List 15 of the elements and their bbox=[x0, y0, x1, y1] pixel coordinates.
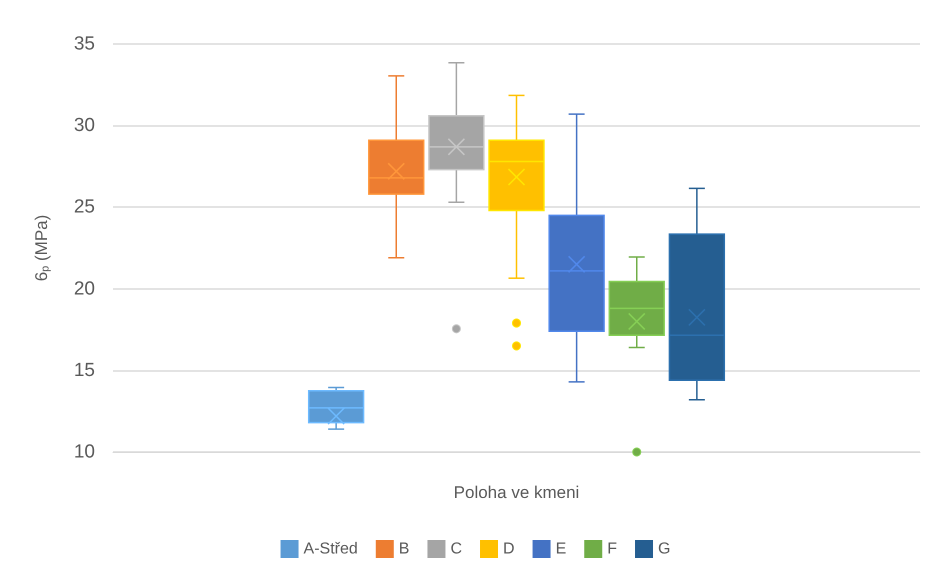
legend-label: D bbox=[503, 540, 515, 558]
legend-label: F bbox=[607, 540, 618, 558]
x-axis-title: Poloha ve kmeni bbox=[454, 483, 580, 502]
y-tick-label: 20 bbox=[74, 278, 95, 300]
y-tick-label: 10 bbox=[74, 442, 95, 462]
y-tick-label: 15 bbox=[74, 360, 95, 381]
legend-label: A-Střed bbox=[304, 540, 358, 558]
legend-label: C bbox=[450, 540, 462, 558]
y-tick-label: 35 bbox=[74, 34, 95, 54]
y-tick-label: 30 bbox=[74, 115, 95, 136]
y-axis-title: 6p (MPa) bbox=[32, 214, 52, 282]
y-tick-label: 25 bbox=[74, 196, 95, 218]
legend-label: B bbox=[398, 540, 410, 558]
legend-label: E bbox=[556, 540, 566, 558]
legend-label: G bbox=[658, 540, 670, 558]
